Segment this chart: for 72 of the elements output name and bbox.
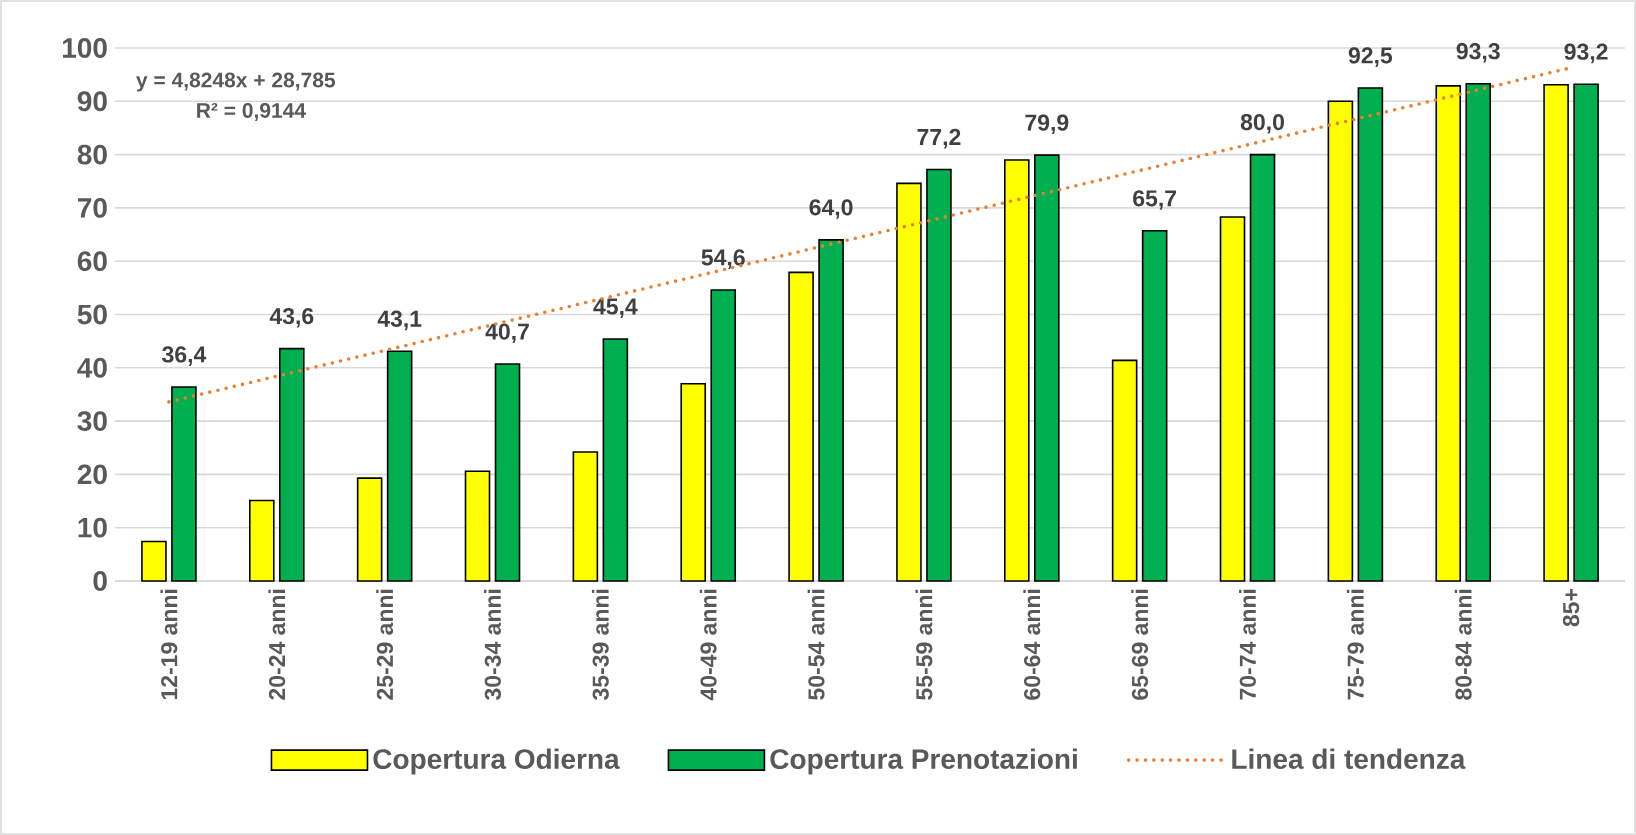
data-label: 92,5 [1348, 47, 1393, 67]
x-tick-label: 25-29 anni [376, 589, 394, 700]
x-tick-label: 30-34 anni [484, 589, 501, 701]
y-tick-label: 10 [78, 517, 107, 538]
x-tick-label: 55-59 anni [915, 589, 933, 700]
annotation: y = 4,8248x + 28,785 [136, 72, 336, 92]
bar [1327, 100, 1354, 582]
annotation: R² = 0,9144 [197, 103, 306, 121]
bar [356, 477, 383, 582]
bar [1141, 230, 1168, 582]
data-label: 80,0 [1240, 113, 1284, 134]
x-tick-label: 12-19 anni [160, 589, 178, 700]
bar [1219, 216, 1246, 582]
data-label: 54,6 [701, 249, 745, 269]
bar [602, 338, 629, 582]
bar [141, 540, 167, 582]
x-tick-label: 70-74 anni [1239, 589, 1256, 700]
bar [1357, 87, 1384, 582]
y-tick-label: 70 [77, 197, 107, 218]
bar [896, 182, 922, 582]
x-tick-label: 80-84 anni [1454, 589, 1472, 700]
data-label: 45,4 [593, 298, 638, 318]
x-tick-label: 50-54 anni [807, 589, 825, 700]
bar [1573, 83, 1599, 582]
bar [464, 470, 491, 582]
y-tick-label: 60 [77, 251, 107, 272]
legend-label: Copertura Prenotazioni [770, 748, 1077, 775]
y-tick-label: 40 [77, 357, 107, 378]
bar [1034, 154, 1060, 582]
y-tick-label: 100 [62, 38, 107, 58]
legend-label: Linea di tendenza [1232, 748, 1466, 770]
bar [386, 350, 413, 582]
data-label: 43,1 [377, 310, 422, 331]
x-tick-label: 85+ [1562, 589, 1580, 627]
bar [788, 271, 814, 582]
data-label: 79,9 [1025, 114, 1069, 135]
bar [1004, 159, 1030, 582]
y-tick-label: 90 [77, 91, 107, 112]
x-tick-label: 35-39 anni [591, 589, 609, 701]
bar [572, 451, 599, 582]
bar [1465, 82, 1492, 582]
bar [248, 499, 275, 582]
data-label: 43,6 [269, 307, 314, 328]
y-tick-label: 30 [77, 411, 107, 432]
bar [680, 382, 707, 582]
data-label: 36,4 [162, 346, 207, 366]
data-label: 64,0 [809, 199, 853, 219]
x-tick-label: 40-49 anni [699, 589, 717, 701]
data-label: 93,2 [1564, 43, 1608, 64]
bar [1435, 85, 1462, 582]
y-tick-label: 50 [77, 304, 107, 325]
bar [818, 239, 844, 582]
y-tick-label: 80 [77, 144, 107, 165]
data-label: 65,7 [1133, 190, 1177, 210]
x-tick-label: 20-24 anni [268, 589, 286, 700]
bar [1249, 153, 1276, 582]
bar [171, 386, 197, 582]
bar [1111, 359, 1138, 582]
y-tick-label: 0 [93, 571, 107, 591]
bar [1543, 83, 1569, 582]
x-tick-label: 60-64 anni [1023, 589, 1041, 700]
bar [710, 289, 737, 582]
data-label: 93,3 [1456, 43, 1500, 63]
bar [278, 347, 305, 582]
y-tick-label: 20 [77, 464, 107, 485]
data-label: 40,7 [485, 323, 529, 343]
bar [494, 363, 521, 582]
bar [926, 168, 952, 582]
legend-label: Copertura Odierna [373, 748, 620, 775]
x-tick-label: 75-79 anni [1346, 589, 1364, 700]
data-label: 77,2 [917, 128, 961, 149]
x-tick-label: 65-69 anni [1131, 589, 1149, 700]
